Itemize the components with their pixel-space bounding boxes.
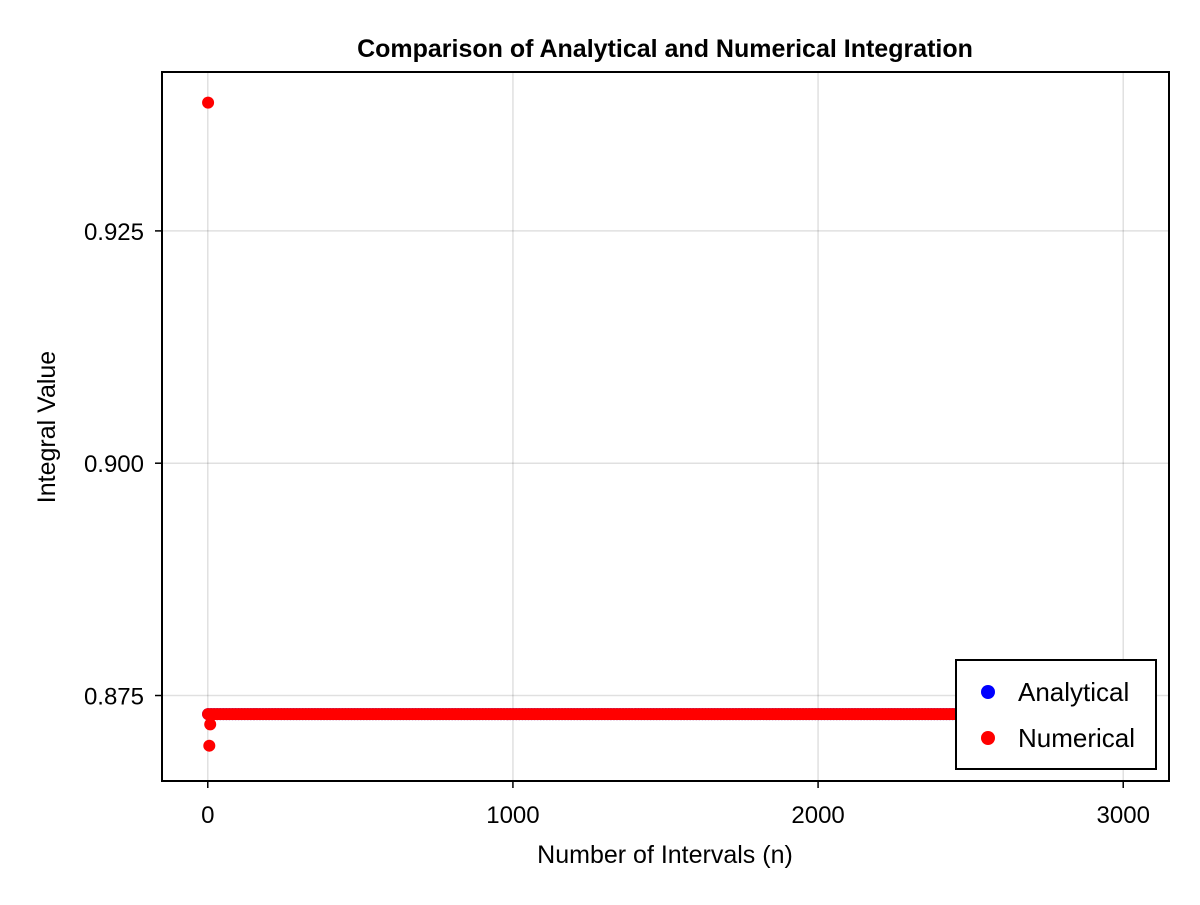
legend-label-numerical: Numerical bbox=[1018, 723, 1135, 753]
x-tick-label: 2000 bbox=[791, 802, 844, 829]
chart-title: Comparison of Analytical and Numerical I… bbox=[357, 35, 973, 63]
y-tick-label: 0.875 bbox=[84, 684, 144, 711]
x-tick-label: 1000 bbox=[486, 802, 539, 829]
legend-label-analytical: Analytical bbox=[1018, 677, 1129, 707]
y-tick-label: 0.925 bbox=[84, 219, 144, 246]
x-tick-label: 3000 bbox=[1097, 802, 1150, 829]
y-axis-ticks: 0.875 0.900 0.925 bbox=[84, 219, 162, 711]
plot-area-frame bbox=[161, 71, 1170, 782]
legend: Analytical Numerical bbox=[955, 659, 1157, 770]
y-tick-label: 0.900 bbox=[84, 451, 144, 478]
data-series bbox=[202, 96, 974, 752]
y-axis-label: Integral Value bbox=[33, 351, 61, 503]
x-axis-label: Number of Intervals (n) bbox=[537, 841, 793, 869]
x-tick-label: 0 bbox=[201, 802, 214, 829]
data-point-numerical bbox=[204, 718, 217, 731]
data-point-numerical bbox=[203, 739, 216, 752]
legend-marker-numerical bbox=[981, 731, 995, 745]
legend-box bbox=[955, 659, 1157, 770]
x-axis-ticks: 0 1000 2000 3000 bbox=[201, 781, 1150, 829]
data-point-numerical bbox=[202, 96, 215, 109]
legend-marker-analytical bbox=[981, 685, 995, 699]
series-numerical bbox=[202, 96, 974, 752]
grid-lines bbox=[162, 72, 1169, 781]
